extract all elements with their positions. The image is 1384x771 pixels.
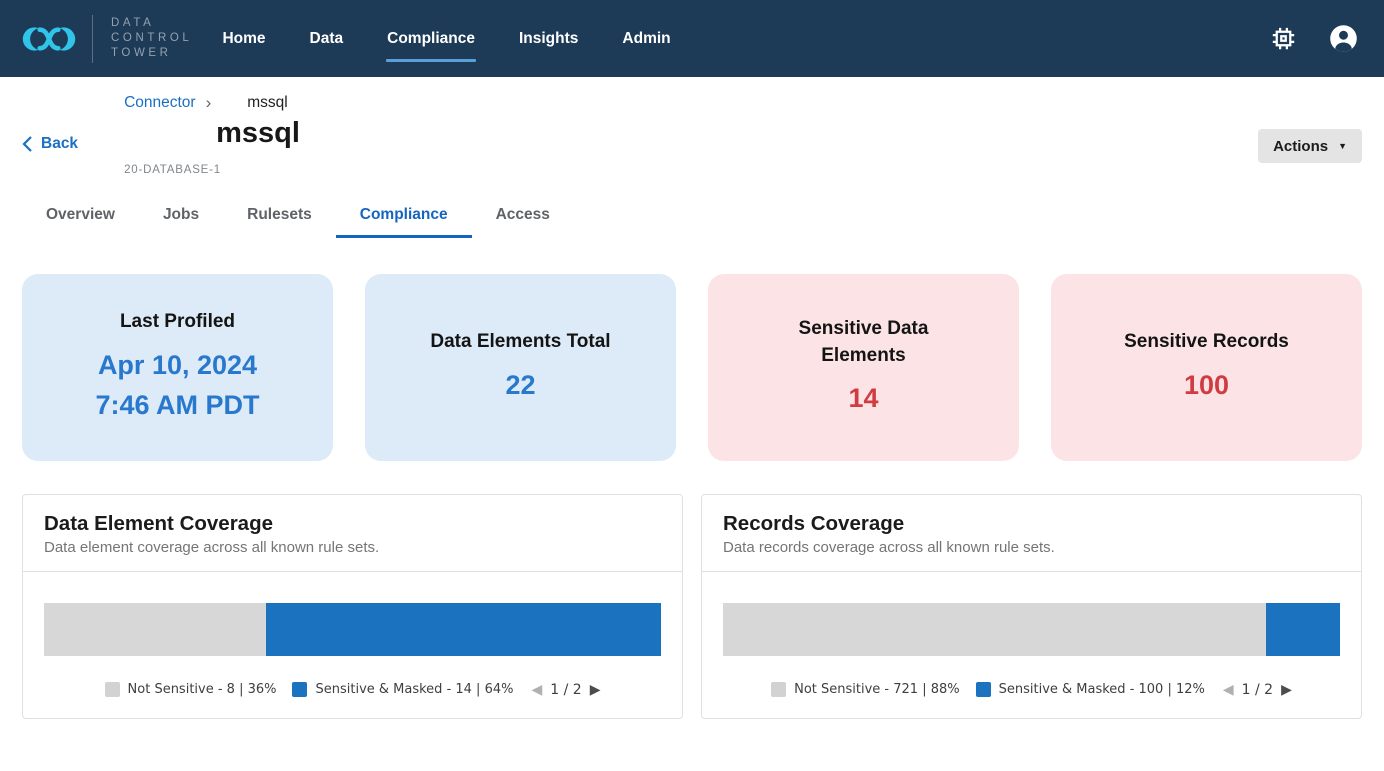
pager-label: 1 / 2 (1241, 681, 1274, 698)
panel-data-element-coverage: Data Element Coverage Data element cover… (22, 494, 683, 719)
legend-label: Not Sensitive - 721 | 88% (794, 682, 960, 697)
panels-row: Data Element Coverage Data element cover… (22, 494, 1362, 719)
stat-value-line: 7:46 AM PDT (95, 390, 260, 421)
main-nav: Home Data Compliance Insights Admin (222, 21, 671, 62)
stat-card-data-elements-total: Data Elements Total 22 (365, 274, 676, 461)
legend-label: Not Sensitive - 8 | 36% (127, 682, 277, 697)
back-label: Back (41, 135, 79, 152)
page-title: mssql (216, 117, 300, 149)
detail-tabs: Overview Jobs Rulesets Compliance Access (22, 192, 1362, 238)
actions-button[interactable]: Actions ▼ (1258, 129, 1362, 163)
legend-item-not-sensitive[interactable]: Not Sensitive - 721 | 88% (771, 682, 960, 697)
chevron-right-icon: › (205, 93, 212, 112)
legend-pager: ◀ 1 / 2 ▶ (531, 681, 600, 698)
stat-value: 100 (1183, 370, 1230, 401)
stat-title: Sensitive Records (1124, 331, 1289, 353)
legend-item-sensitive-masked[interactable]: Sensitive & Masked - 100 | 12% (975, 682, 1205, 697)
bar-segment-not-sensitive (723, 603, 1266, 656)
pager-prev-icon[interactable]: ◀ (531, 681, 543, 697)
panel-records-coverage: Records Coverage Data records coverage a… (701, 494, 1362, 719)
panel-head: Records Coverage Data records coverage a… (702, 495, 1361, 572)
legend-item-sensitive-masked[interactable]: Sensitive & Masked - 14 | 64% (292, 682, 513, 697)
panel-title: Data Element Coverage (44, 512, 274, 535)
tab-overview[interactable]: Overview (22, 192, 139, 238)
panel-subtitle: Data records coverage across all known r… (723, 539, 1055, 556)
pager-next-icon[interactable]: ▶ (1281, 681, 1292, 697)
legend-item-not-sensitive[interactable]: Not Sensitive - 8 | 36% (104, 682, 277, 697)
title-block: Connector › mssql mssql 20-DATABASE-1 (124, 93, 300, 176)
breadcrumb-link-connector[interactable]: Connector (124, 94, 196, 111)
tab-access[interactable]: Access (472, 192, 574, 238)
legend-swatch-gray (104, 682, 120, 697)
stats-row: Last Profiled Apr 10, 2024 7:46 AM PDT D… (22, 274, 1362, 461)
stacked-bar-chart (44, 603, 661, 656)
wordmark-line: TOWER (111, 47, 172, 59)
stat-value-line: Apr 10, 2024 (97, 349, 258, 380)
panel-head: Data Element Coverage Data element cover… (23, 495, 682, 572)
page-subtitle: 20-DATABASE-1 (124, 164, 221, 176)
bar-segment-sensitive-masked (1265, 603, 1340, 656)
api-chip-icon[interactable] (1270, 25, 1297, 52)
dct-logo-icon (22, 18, 76, 60)
stat-card-sensitive-records: Sensitive Records 100 (1051, 274, 1362, 461)
pager-label: 1 / 2 (550, 681, 582, 698)
nav-item-home[interactable]: Home (222, 29, 266, 47)
legend-label: Sensitive & Masked - 14 | 64% (315, 682, 514, 697)
tab-compliance[interactable]: Compliance (335, 192, 472, 238)
stat-card-last-profiled: Last Profiled Apr 10, 2024 7:46 AM PDT (22, 274, 333, 461)
legend-swatch-blue (292, 682, 308, 697)
nav-item-insights[interactable]: Insights (518, 29, 579, 47)
stat-title: Sensitive Data Elements (798, 318, 929, 366)
app-header: DATA CONTROL TOWER Home Data Compliance … (0, 0, 1384, 77)
panel-title: Records Coverage (723, 512, 905, 535)
pager-next-icon[interactable]: ▶ (589, 681, 601, 697)
user-avatar-icon[interactable] (1329, 24, 1358, 53)
panel-legend: Not Sensitive - 8 | 36% Sensitive & Mask… (23, 656, 682, 718)
bar-segment-sensitive-masked (266, 603, 661, 656)
tab-jobs[interactable]: Jobs (139, 192, 223, 238)
stat-value: 22 (505, 370, 536, 401)
stat-value: 14 (848, 383, 879, 414)
legend-swatch-gray (771, 682, 787, 697)
nav-item-data[interactable]: Data (309, 29, 344, 47)
panel-legend: Not Sensitive - 721 | 88% Sensitive & Ma… (702, 656, 1361, 718)
stat-title: Data Elements Total (430, 331, 611, 353)
panel-body (23, 572, 682, 656)
main-content: Back Connector › mssql mssql 20-DATABASE… (0, 77, 1384, 719)
stat-card-sensitive-data-elements: Sensitive Data Elements 14 (708, 274, 1019, 461)
breadcrumb: Connector › mssql (124, 93, 300, 113)
brand-logo[interactable]: DATA CONTROL TOWER (22, 14, 192, 63)
stat-title: Last Profiled (119, 311, 236, 333)
legend-label: Sensitive & Masked - 100 | 12% (998, 682, 1205, 697)
back-button[interactable]: Back (22, 135, 78, 153)
caret-down-icon: ▼ (1338, 141, 1347, 151)
title-section: Back Connector › mssql mssql 20-DATABASE… (22, 77, 1362, 176)
actions-label: Actions (1273, 137, 1329, 155)
wordmark-line: CONTROL (111, 32, 193, 44)
legend-pager: ◀ 1 / 2 ▶ (1223, 681, 1292, 698)
header-actions (1270, 24, 1358, 53)
pager-prev-icon[interactable]: ◀ (1222, 681, 1234, 697)
brand-divider (92, 14, 93, 63)
nav-item-compliance[interactable]: Compliance (386, 21, 476, 62)
bar-segment-not-sensitive (44, 603, 267, 656)
stacked-bar-chart (723, 603, 1340, 656)
panel-body (702, 572, 1361, 656)
tab-rulesets[interactable]: Rulesets (223, 192, 336, 238)
stat-value: Apr 10, 2024 7:46 AM PDT (95, 345, 259, 426)
wordmark-line: DATA (111, 17, 155, 29)
legend-swatch-blue (975, 682, 991, 697)
nav-item-admin[interactable]: Admin (622, 29, 671, 47)
brand-wordmark: DATA CONTROL TOWER (111, 16, 192, 61)
panel-subtitle: Data element coverage across all known r… (44, 539, 380, 556)
chevron-left-icon (22, 136, 33, 152)
breadcrumb-current: mssql (247, 94, 288, 111)
